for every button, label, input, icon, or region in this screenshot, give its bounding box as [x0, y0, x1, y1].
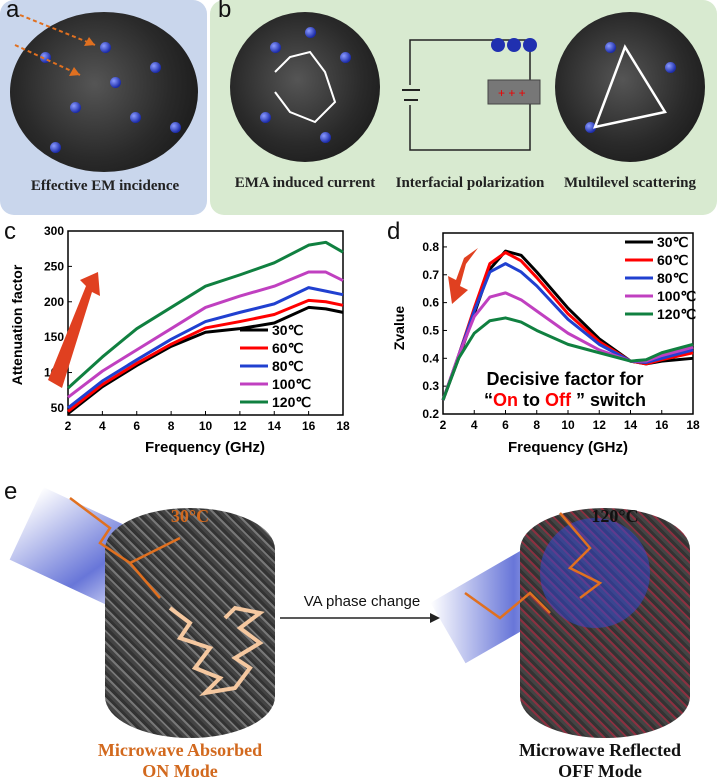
panel-label-e: e [4, 478, 18, 505]
series-line-60 [67, 298, 344, 413]
series-line-30 [67, 305, 344, 415]
x-tick-label: 6 [133, 419, 140, 433]
panel-b: b + + + EMA induced current Interfacial … [210, 0, 717, 215]
caption-off-mode: OFF Mode [558, 761, 642, 781]
legend-label: 100℃ [657, 288, 696, 304]
chart-attenuation-factor: Frequency (GHz) Attenuation factor 2 4 6 8 1… [9, 224, 350, 456]
series-line-80 [67, 286, 344, 410]
y-tick-label: 0.5 [422, 323, 439, 337]
multilevel-scattering-image [555, 12, 705, 162]
caption-reflected-1: Microwave Reflected [518, 740, 682, 760]
panel-a: a Effective EM incidence [0, 0, 207, 215]
x-tick-label: 14 [624, 418, 638, 432]
y-tick-label: 300 [44, 224, 64, 238]
x-tick-label: 12 [593, 418, 607, 432]
y-tick-label: 0.7 [422, 268, 439, 282]
y-tick-label: 0.4 [422, 351, 439, 365]
x-tick-label: 6 [502, 418, 509, 432]
y-tick-label: 200 [44, 295, 64, 309]
panel-label-a: a [6, 0, 20, 23]
caption-effective-em-incidence: Effective EM incidence [30, 178, 180, 194]
trend-arrow [448, 248, 478, 304]
x-tick-label: 4 [99, 419, 106, 433]
panel-e: e 30°C VA phase change 120°C Microwave A… [0, 478, 717, 781]
temp-30c: 30°C [170, 506, 210, 526]
x-tick-label: 8 [168, 419, 175, 433]
x-tick-label: 16 [302, 419, 316, 433]
panel-label-c: c [4, 218, 16, 245]
chart-zvalue: Frequency (GHz) Zvalue Decisive factor f… [391, 232, 700, 456]
x-tick-label: 2 [65, 419, 72, 433]
x-axis-label: Frequency (GHz) [508, 439, 628, 456]
va-phase-change-label: VA phase change [303, 593, 421, 610]
phase-change-arrow [280, 613, 440, 623]
annotation-line2: “On to Off ” switch [484, 390, 646, 410]
legend-label: 60℃ [272, 340, 304, 356]
legend-label: 120℃ [657, 306, 696, 322]
x-tick-label: 10 [561, 418, 575, 432]
legend-label: 80℃ [657, 270, 689, 286]
legend-label: 100℃ [272, 376, 311, 392]
x-tick-label: 8 [533, 418, 540, 432]
panel-label-b: b [218, 0, 232, 23]
legend-label: 60℃ [657, 252, 689, 268]
microwave-waves-left [69, 497, 265, 696]
legend-label: 30℃ [657, 234, 689, 250]
y-tick-label: 250 [44, 259, 64, 273]
caption-ema-current: EMA induced current [234, 175, 376, 191]
ema-current-image [230, 12, 380, 162]
caption-on-mode: ON Mode [142, 761, 218, 781]
circuit-diagram: + + + [400, 38, 541, 151]
svg-text:+ + +: + + + [498, 86, 526, 100]
microwave-waves-right [464, 512, 603, 620]
x-tick-label: 10 [199, 419, 213, 433]
x-tick-label: 16 [655, 418, 669, 432]
caption-absorbed-1: Microwave Absorbed [97, 740, 263, 760]
x-tick-label: 18 [336, 419, 350, 433]
incident-beam-right [540, 518, 650, 628]
y-tick-label: 0.6 [422, 296, 439, 310]
y-tick-label: 150 [44, 330, 64, 344]
y-tick-label: 0.8 [422, 240, 439, 254]
x-tick-label: 2 [440, 418, 447, 432]
caption-multilevel-scattering: Multilevel scattering [563, 175, 697, 191]
legend-label: 120℃ [272, 394, 311, 410]
series-line-120 [441, 316, 694, 401]
annotation-line1: Decisive factor for [486, 369, 643, 389]
legend-label: 30℃ [272, 322, 304, 338]
temp-120c: 120°C [591, 506, 639, 526]
trend-arrow [48, 272, 100, 388]
legend-label: 80℃ [272, 358, 304, 374]
y-tick-label: 50 [51, 401, 65, 415]
caption-interfacial-polarization: Interfacial polarization [395, 175, 545, 191]
x-tick-label: 4 [471, 418, 478, 432]
y-tick-label: 0.3 [422, 379, 439, 393]
x-tick-label: 14 [268, 419, 282, 433]
y-axis-label: Zvalue [391, 306, 407, 351]
series-line-120 [66, 240, 344, 390]
y-axis-label: Attenuation factor [9, 264, 25, 385]
porous-structure-image [10, 12, 198, 172]
x-tick-label: 12 [233, 419, 247, 433]
panel-label-d: d [387, 218, 401, 245]
x-tick-label: 18 [686, 418, 700, 432]
y-tick-label: 0.2 [422, 407, 439, 421]
x-axis-label: Frequency (GHz) [145, 439, 265, 456]
incident-wave-arrows [14, 14, 96, 76]
series-line-100 [67, 270, 344, 399]
